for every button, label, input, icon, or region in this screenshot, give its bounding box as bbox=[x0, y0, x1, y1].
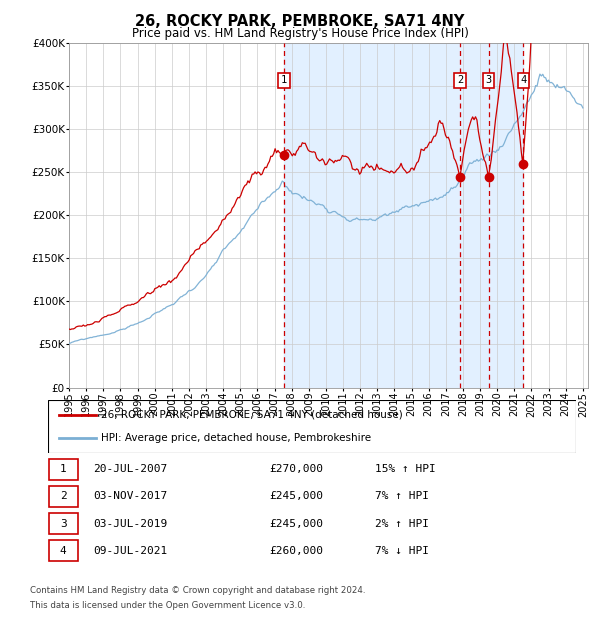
Text: £245,000: £245,000 bbox=[270, 518, 324, 528]
Bar bbox=[284, 43, 523, 388]
Bar bbox=[49, 540, 78, 561]
Text: 3: 3 bbox=[60, 518, 67, 528]
Text: HPI: Average price, detached house, Pembrokeshire: HPI: Average price, detached house, Pemb… bbox=[101, 433, 371, 443]
Text: 03-JUL-2019: 03-JUL-2019 bbox=[93, 518, 167, 528]
Text: 2: 2 bbox=[457, 76, 463, 86]
Text: £270,000: £270,000 bbox=[270, 464, 324, 474]
Text: Price paid vs. HM Land Registry's House Price Index (HPI): Price paid vs. HM Land Registry's House … bbox=[131, 27, 469, 40]
Text: Contains HM Land Registry data © Crown copyright and database right 2024.: Contains HM Land Registry data © Crown c… bbox=[30, 586, 365, 595]
Bar bbox=[49, 459, 78, 480]
Text: 1: 1 bbox=[281, 76, 287, 86]
Bar bbox=[49, 486, 78, 507]
Text: 4: 4 bbox=[60, 546, 67, 556]
Text: 26, ROCKY PARK, PEMBROKE, SA71 4NY: 26, ROCKY PARK, PEMBROKE, SA71 4NY bbox=[136, 14, 464, 29]
Text: 1: 1 bbox=[60, 464, 67, 474]
Text: 26, ROCKY PARK, PEMBROKE, SA71 4NY (detached house): 26, ROCKY PARK, PEMBROKE, SA71 4NY (deta… bbox=[101, 410, 403, 420]
Text: 15% ↑ HPI: 15% ↑ HPI bbox=[376, 464, 436, 474]
Text: 7% ↓ HPI: 7% ↓ HPI bbox=[376, 546, 430, 556]
Text: 03-NOV-2017: 03-NOV-2017 bbox=[93, 492, 167, 502]
Text: £260,000: £260,000 bbox=[270, 546, 324, 556]
Text: 2% ↑ HPI: 2% ↑ HPI bbox=[376, 518, 430, 528]
Text: 2: 2 bbox=[60, 492, 67, 502]
Text: 7% ↑ HPI: 7% ↑ HPI bbox=[376, 492, 430, 502]
Text: 4: 4 bbox=[520, 76, 526, 86]
Text: £245,000: £245,000 bbox=[270, 492, 324, 502]
Text: This data is licensed under the Open Government Licence v3.0.: This data is licensed under the Open Gov… bbox=[30, 601, 305, 611]
Text: 20-JUL-2007: 20-JUL-2007 bbox=[93, 464, 167, 474]
Bar bbox=[49, 513, 78, 534]
Text: 09-JUL-2021: 09-JUL-2021 bbox=[93, 546, 167, 556]
Text: 3: 3 bbox=[485, 76, 492, 86]
